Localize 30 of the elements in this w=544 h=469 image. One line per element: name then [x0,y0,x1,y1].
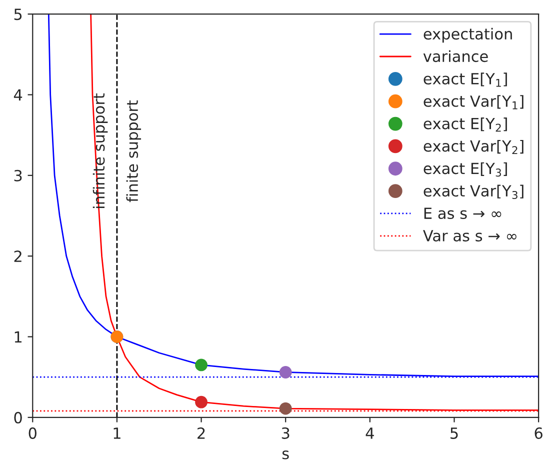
legend-label: Var as s → ∞ [423,230,516,242]
annotation: finite support [126,100,142,202]
x-tick-label: 6 [534,427,542,439]
y-tick-label: 4 [14,89,22,101]
x-tick-label: 3 [282,427,290,439]
x-tick-label: 0 [28,427,36,439]
legend-label: exact E[Y$_{2}$] [424,118,507,132]
x-tick-label: 5 [450,428,458,439]
y-tick-label: 0 [14,412,22,424]
legend-label: exact E[Y$_{1}$] [424,72,507,87]
legend-label: exact Var[Y$_{1}$] [424,95,524,110]
legend-label: expectation [424,28,512,43]
point [279,402,292,415]
x-axis-title: s [282,450,289,460]
legend-label: exact Var[Y$_{2}$] [424,140,524,154]
point [195,358,208,372]
y-tick-label: 3 [14,170,22,182]
y-tick-label: 5 [14,8,22,20]
legend-label: E as s → ∞ [424,208,502,220]
x-tick-label: 2 [198,427,205,439]
legend-label: exact Var[Y$_{3}$] [424,184,524,200]
legend-label: exact E[Y$_{3}$] [424,162,507,177]
legend-label: variance [423,50,488,62]
y-tick-label: 1 [14,331,22,343]
x-tick-label: 4 [366,428,374,439]
y-tick-label: 2 [14,250,22,262]
point [279,366,292,378]
x-tick-label: 1 [114,428,120,439]
annotation: infinite support [92,93,108,208]
point [195,396,208,408]
